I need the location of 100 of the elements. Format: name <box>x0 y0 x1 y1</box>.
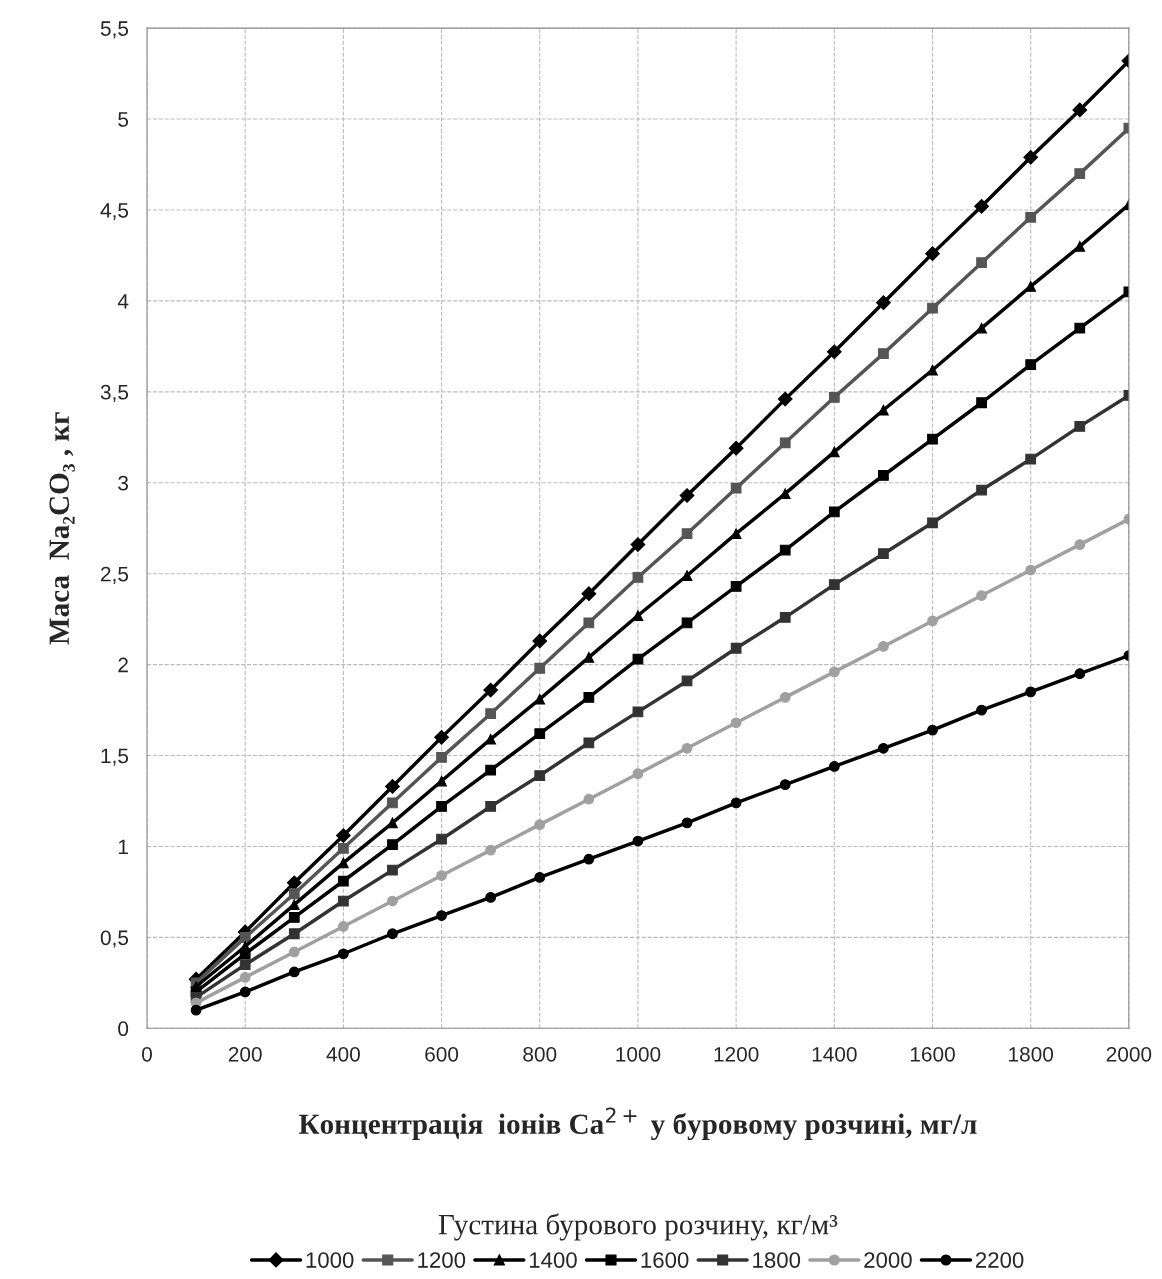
legend-label: 2200 <box>975 1252 1024 1268</box>
point <box>337 948 349 960</box>
point <box>878 548 889 560</box>
point <box>239 972 251 983</box>
point <box>681 617 693 629</box>
point <box>828 579 840 590</box>
point <box>337 921 349 932</box>
point <box>436 833 447 845</box>
point <box>976 590 987 601</box>
point <box>976 704 987 716</box>
point <box>485 733 497 745</box>
point <box>239 948 251 960</box>
y-tick-label: 1,5 <box>101 748 129 766</box>
point <box>728 440 744 456</box>
point <box>534 770 546 781</box>
point <box>583 853 595 865</box>
y-tick-label: 3,5 <box>100 384 129 403</box>
x-tick-label: 1000 <box>616 1046 661 1062</box>
point <box>1074 668 1086 680</box>
point <box>826 344 842 360</box>
point <box>681 528 693 540</box>
legend-label: 1600 <box>641 1252 689 1268</box>
point <box>976 257 987 269</box>
point <box>337 895 349 907</box>
point <box>927 615 938 627</box>
y-tick-label: 3 <box>118 475 129 491</box>
point <box>878 742 889 754</box>
point <box>1072 102 1088 118</box>
point <box>534 728 546 740</box>
point <box>927 433 938 445</box>
point <box>1074 539 1086 550</box>
point <box>632 835 644 847</box>
point <box>385 779 400 794</box>
point <box>878 641 889 652</box>
point <box>581 586 597 602</box>
point <box>1074 421 1086 432</box>
legend-label: 1400 <box>529 1252 577 1268</box>
legend-label: 1000 <box>306 1252 354 1268</box>
point <box>436 870 447 881</box>
point <box>1025 564 1037 576</box>
point <box>878 404 889 416</box>
x-tick-label: 200 <box>228 1046 262 1062</box>
point <box>681 817 693 829</box>
point <box>630 537 646 552</box>
x-tick-label: 1800 <box>1009 1046 1054 1062</box>
point <box>1023 149 1039 165</box>
point <box>436 775 447 787</box>
y-tick-label: 0,5 <box>100 930 129 948</box>
point <box>485 764 497 776</box>
point <box>534 662 546 674</box>
point <box>583 617 595 629</box>
point <box>483 682 499 698</box>
point <box>239 959 251 971</box>
x-tick-label: 1400 <box>812 1046 857 1062</box>
y-tick-label: 4,5 <box>100 203 129 221</box>
y-tick-label: 4 <box>117 294 129 309</box>
point <box>976 322 987 334</box>
point <box>288 888 300 900</box>
point <box>387 817 398 829</box>
point <box>387 864 398 876</box>
point <box>779 691 791 703</box>
point <box>779 437 791 449</box>
point <box>387 797 398 809</box>
point <box>679 488 695 503</box>
point <box>730 482 742 494</box>
x-axis-title: Концентрація іонів Ca$^{2+}$ у буровому розчині, мг/л <box>298 1107 977 1141</box>
point <box>434 729 449 745</box>
point <box>927 364 938 376</box>
y-tick-label: 1 <box>118 839 128 855</box>
x-tick-label: 2000 <box>1106 1046 1152 1062</box>
point <box>925 246 940 262</box>
y-tick-label: 5 <box>118 112 129 127</box>
point <box>779 779 791 791</box>
x-tick-label: 1200 <box>714 1046 759 1062</box>
point <box>927 302 938 314</box>
legend-label: 1800 <box>753 1252 801 1268</box>
point <box>485 801 497 812</box>
x-tick-label: 1600 <box>910 1046 955 1062</box>
point <box>583 793 595 805</box>
point <box>485 892 497 903</box>
point <box>534 872 546 883</box>
legend-label: 2000 <box>864 1252 912 1268</box>
point <box>779 544 791 556</box>
point <box>583 691 595 703</box>
x-tick-label: 0 <box>142 1046 152 1062</box>
point <box>387 895 398 907</box>
point <box>777 391 793 407</box>
point <box>1074 168 1086 179</box>
x-tick-label: 400 <box>326 1046 360 1062</box>
y-tick-label: 0 <box>118 1021 129 1037</box>
point <box>1074 322 1086 334</box>
legend-label: 1200 <box>418 1252 466 1268</box>
x-tick-label: 600 <box>425 1046 459 1062</box>
point <box>730 642 742 654</box>
point <box>583 737 595 749</box>
point <box>436 801 447 812</box>
point <box>1025 359 1037 370</box>
point <box>387 928 398 940</box>
point <box>974 198 989 214</box>
point <box>828 666 840 678</box>
